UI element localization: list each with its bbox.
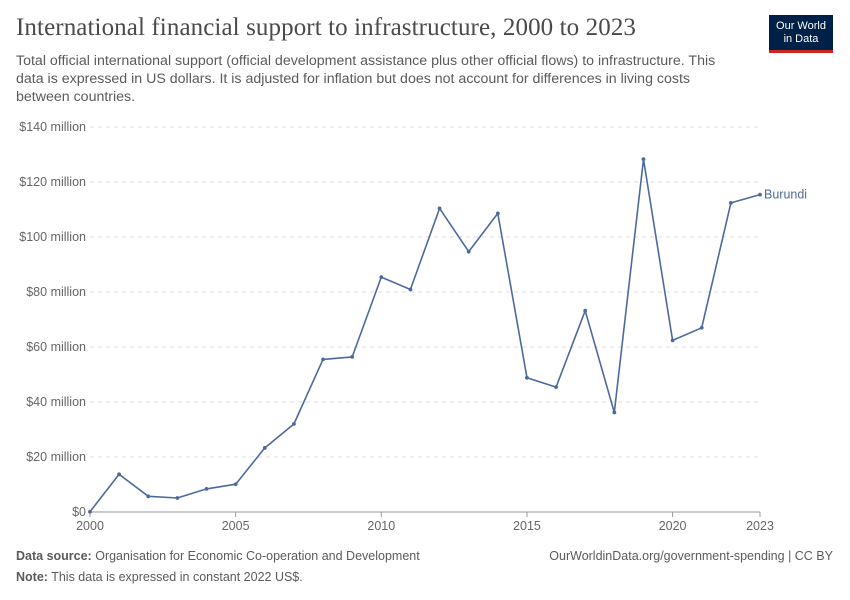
data-point[interactable] [437,206,442,211]
x-tick-label: 2005 [222,519,250,533]
chart-subtitle: Total official international support (of… [16,53,716,105]
data-point[interactable] [292,422,296,426]
y-tick-label: $40 million [26,395,86,409]
x-axis: 2000 2005 2010 2015 2020 2023 [76,511,774,533]
data-source-label: Data source: [16,549,92,563]
x-tick-label: 2023 [746,519,774,533]
data-point[interactable] [379,275,384,280]
data-point[interactable] [525,375,529,380]
note-label: Note: [16,570,48,584]
data-source-link[interactable]: Organisation for Economic Co-operation a… [95,549,420,563]
data-point[interactable] [758,192,762,197]
y-tick-label: $60 million [26,340,86,354]
y-tick-label: $100 million [19,230,86,244]
data-point[interactable] [641,157,646,162]
x-tick-label: 2015 [513,519,541,533]
y-tick-label: $20 million [26,450,86,464]
data-point[interactable] [583,308,588,313]
x-tick-label: 2000 [76,519,104,533]
owid-logo[interactable]: Our World in Data [769,15,833,53]
y-tick-label: $140 million [19,120,86,134]
data-point[interactable] [233,482,238,487]
data-point[interactable] [117,472,122,477]
data-point[interactable] [204,487,209,491]
y-tick-label: $120 million [19,175,86,189]
source-url-license[interactable]: OurWorldinData.org/government-spending |… [549,549,833,563]
data-point[interactable] [321,357,325,362]
chart-title: International financial support to infra… [16,14,637,41]
data-point[interactable] [495,211,500,216]
x-tick-label: 2010 [367,519,395,533]
series-line[interactable] [89,158,761,513]
y-axis: $0 $20 million $40 million $60 million $80 m… [19,120,86,519]
y-tick-label: $0 [72,505,86,519]
data-point[interactable] [612,410,617,415]
data-point[interactable] [554,385,558,390]
y-tick-label: $80 million [26,285,86,299]
data-point[interactable] [466,249,471,254]
data-point[interactable] [699,325,704,330]
data-point[interactable] [146,494,151,499]
logo-line-1: Our World [776,19,826,32]
logo-line-2: in Data [783,32,819,45]
data-point[interactable] [408,287,413,292]
grid-lines [90,126,760,458]
data-point[interactable] [175,496,180,500]
data-point[interactable] [88,509,92,514]
data-point[interactable] [670,338,675,343]
series-group: Burundi [88,157,807,514]
data-point[interactable] [728,201,733,205]
data-point[interactable] [262,446,267,450]
chart-note: Note: This data is expressed in constant… [16,570,303,584]
line-chart: $0 $20 million $40 million $60 million $80 m… [19,120,807,533]
data-source: Data source: Organisation for Economic C… [16,549,420,563]
series-label: Burundi [764,188,807,202]
x-tick-label: 2020 [659,519,687,533]
note-text: This data is expressed in constant 2022 … [51,570,303,584]
data-point[interactable] [350,355,355,359]
